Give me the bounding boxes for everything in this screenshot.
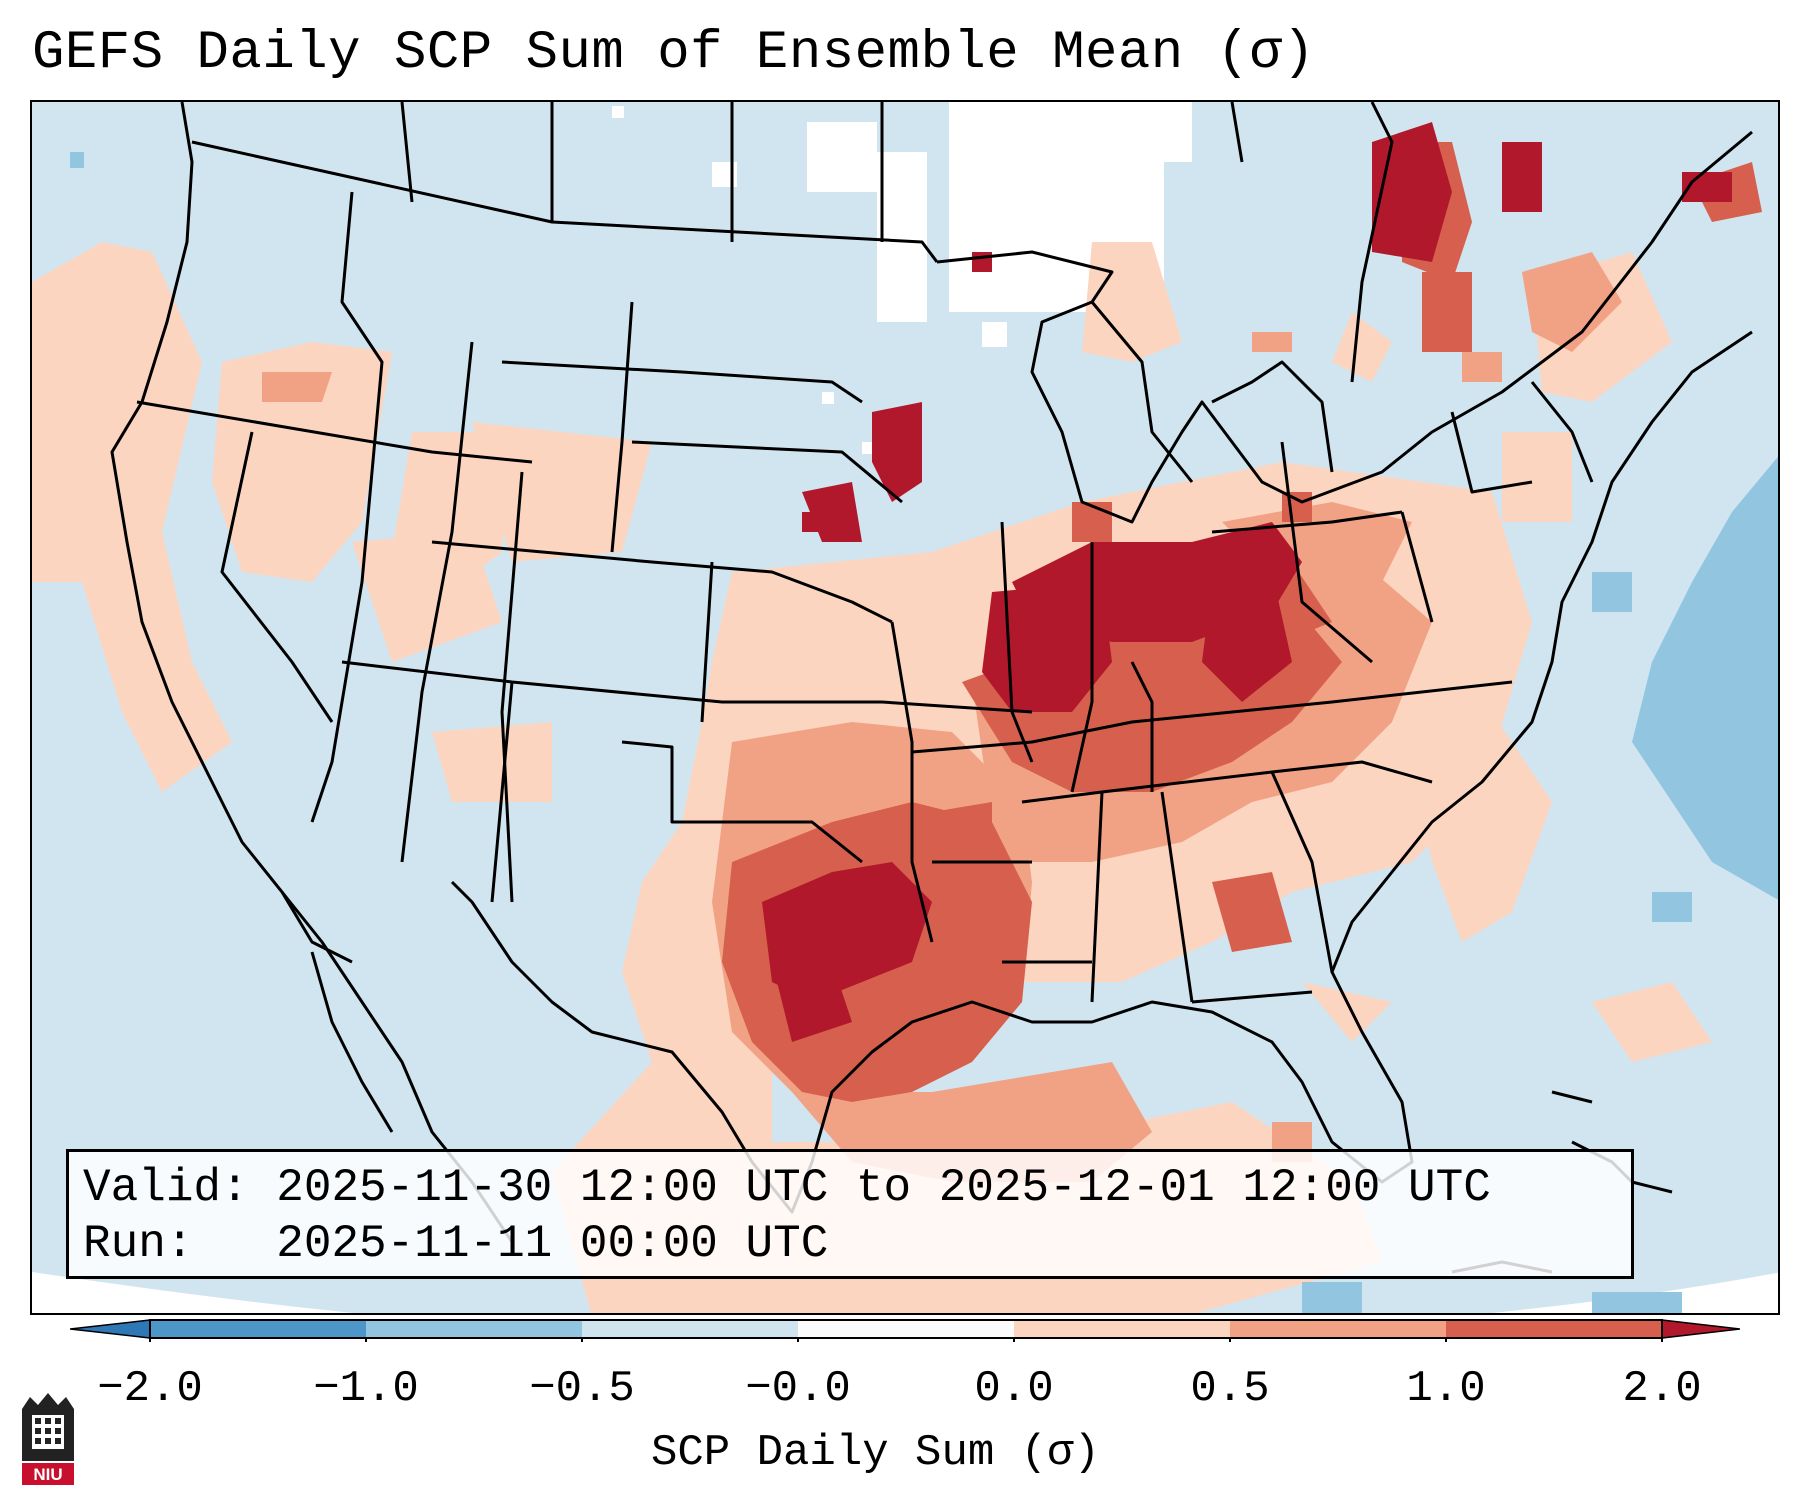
colorbar-tick-label: −0.5	[529, 1364, 635, 1414]
map-title: GEFS Daily SCP Sum of Ensemble Mean (σ)	[32, 23, 1316, 84]
colorbar-tick-label: −1.0	[313, 1364, 419, 1414]
colorbar-bins	[70, 1319, 1740, 1342]
boundaries	[110, 102, 1753, 1274]
colorbar-bin	[582, 1320, 798, 1338]
map-panel	[30, 100, 1780, 1315]
logo-text: NIU	[33, 1465, 62, 1484]
colorbar-extend-low	[70, 1319, 151, 1339]
colorbar-bin	[150, 1320, 366, 1338]
valid-run-box: Valid: 2025-11-30 12:00 UTC to 2025-12-0…	[66, 1149, 1634, 1279]
colorbar-tick-label: −2.0	[97, 1364, 203, 1414]
colorbar-bin	[366, 1320, 582, 1338]
colorbar-tick-label: 0.0	[974, 1364, 1054, 1414]
colorbar-label: SCP Daily Sum (σ)	[651, 1428, 1100, 1478]
colorbar-outline	[149, 1319, 1663, 1339]
colorbar-bin	[1446, 1320, 1662, 1338]
colorbar-tick-label: −0.0	[745, 1364, 851, 1414]
neutral-patches	[612, 102, 1192, 454]
anomaly-negative	[70, 152, 1778, 1313]
scp-map	[32, 102, 1778, 1313]
valid-line: Valid: 2025-11-30 12:00 UTC to 2025-12-0…	[83, 1162, 1491, 1214]
colorbar-extend-high	[1661, 1319, 1740, 1339]
colorbar-bin	[798, 1320, 1014, 1338]
run-line: Run: 2025-11-11 00:00 UTC	[83, 1218, 829, 1270]
colorbar-tick-label: 0.5	[1190, 1364, 1270, 1414]
colorbar-bin	[1230, 1320, 1446, 1338]
colorbar	[70, 1319, 1740, 1342]
colorbar-tick-label: 2.0	[1622, 1364, 1702, 1414]
anomaly-extreme	[762, 122, 1732, 1042]
niu-logo-icon: NIU	[22, 1393, 74, 1485]
colorbar-bin	[1014, 1320, 1230, 1338]
colorbar-tick-label: 1.0	[1406, 1364, 1486, 1414]
